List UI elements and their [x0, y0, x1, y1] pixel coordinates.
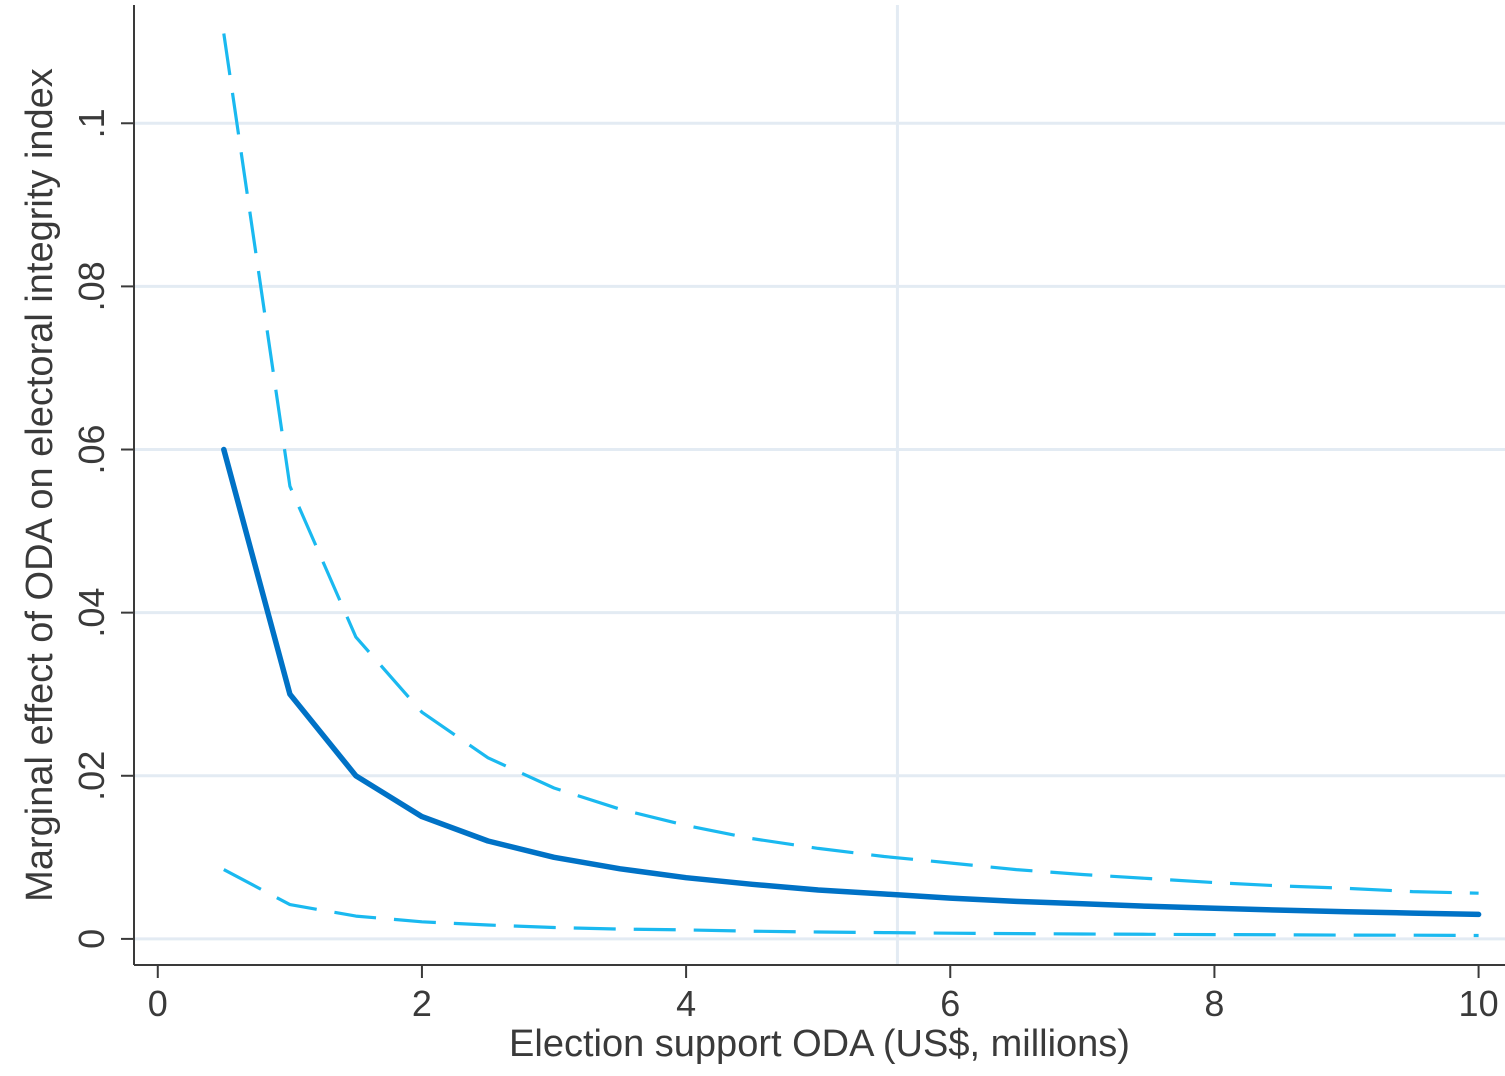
x-tick-label-4: 8: [1204, 983, 1224, 1024]
x-tick-label-2: 4: [676, 983, 696, 1024]
y-tick-label-4: .08: [71, 261, 112, 311]
y-tick-label-5: .1: [71, 108, 112, 138]
y-tick-label-1: .02: [71, 751, 112, 801]
series-line-upper-ci: [222, 33, 1479, 895]
y-axis-title: Marginal effect of ODA on electoral inte…: [19, 68, 61, 902]
y-tick-label-0: 0: [71, 929, 112, 949]
axis-layer: 0 2 4 6 8 10 0 .02 .04 .06 .08 .1: [71, 5, 1505, 1024]
grid-layer: [134, 121, 1505, 941]
x-tick-label-1: 2: [412, 983, 432, 1024]
series-layer: [221, 33, 1482, 938]
x-tick-label-0: 0: [148, 983, 168, 1024]
series-line-lower-ci: [223, 868, 1479, 938]
y-tick-label-2: .04: [71, 588, 112, 638]
series-line-estimate: [221, 446, 1482, 918]
y-tick-label-3: .06: [71, 424, 112, 474]
x-axis-title: Election support ODA (US$, millions): [509, 1023, 1130, 1065]
x-tick-label-3: 6: [940, 983, 960, 1024]
x-tick-label-5: 10: [1459, 983, 1499, 1024]
